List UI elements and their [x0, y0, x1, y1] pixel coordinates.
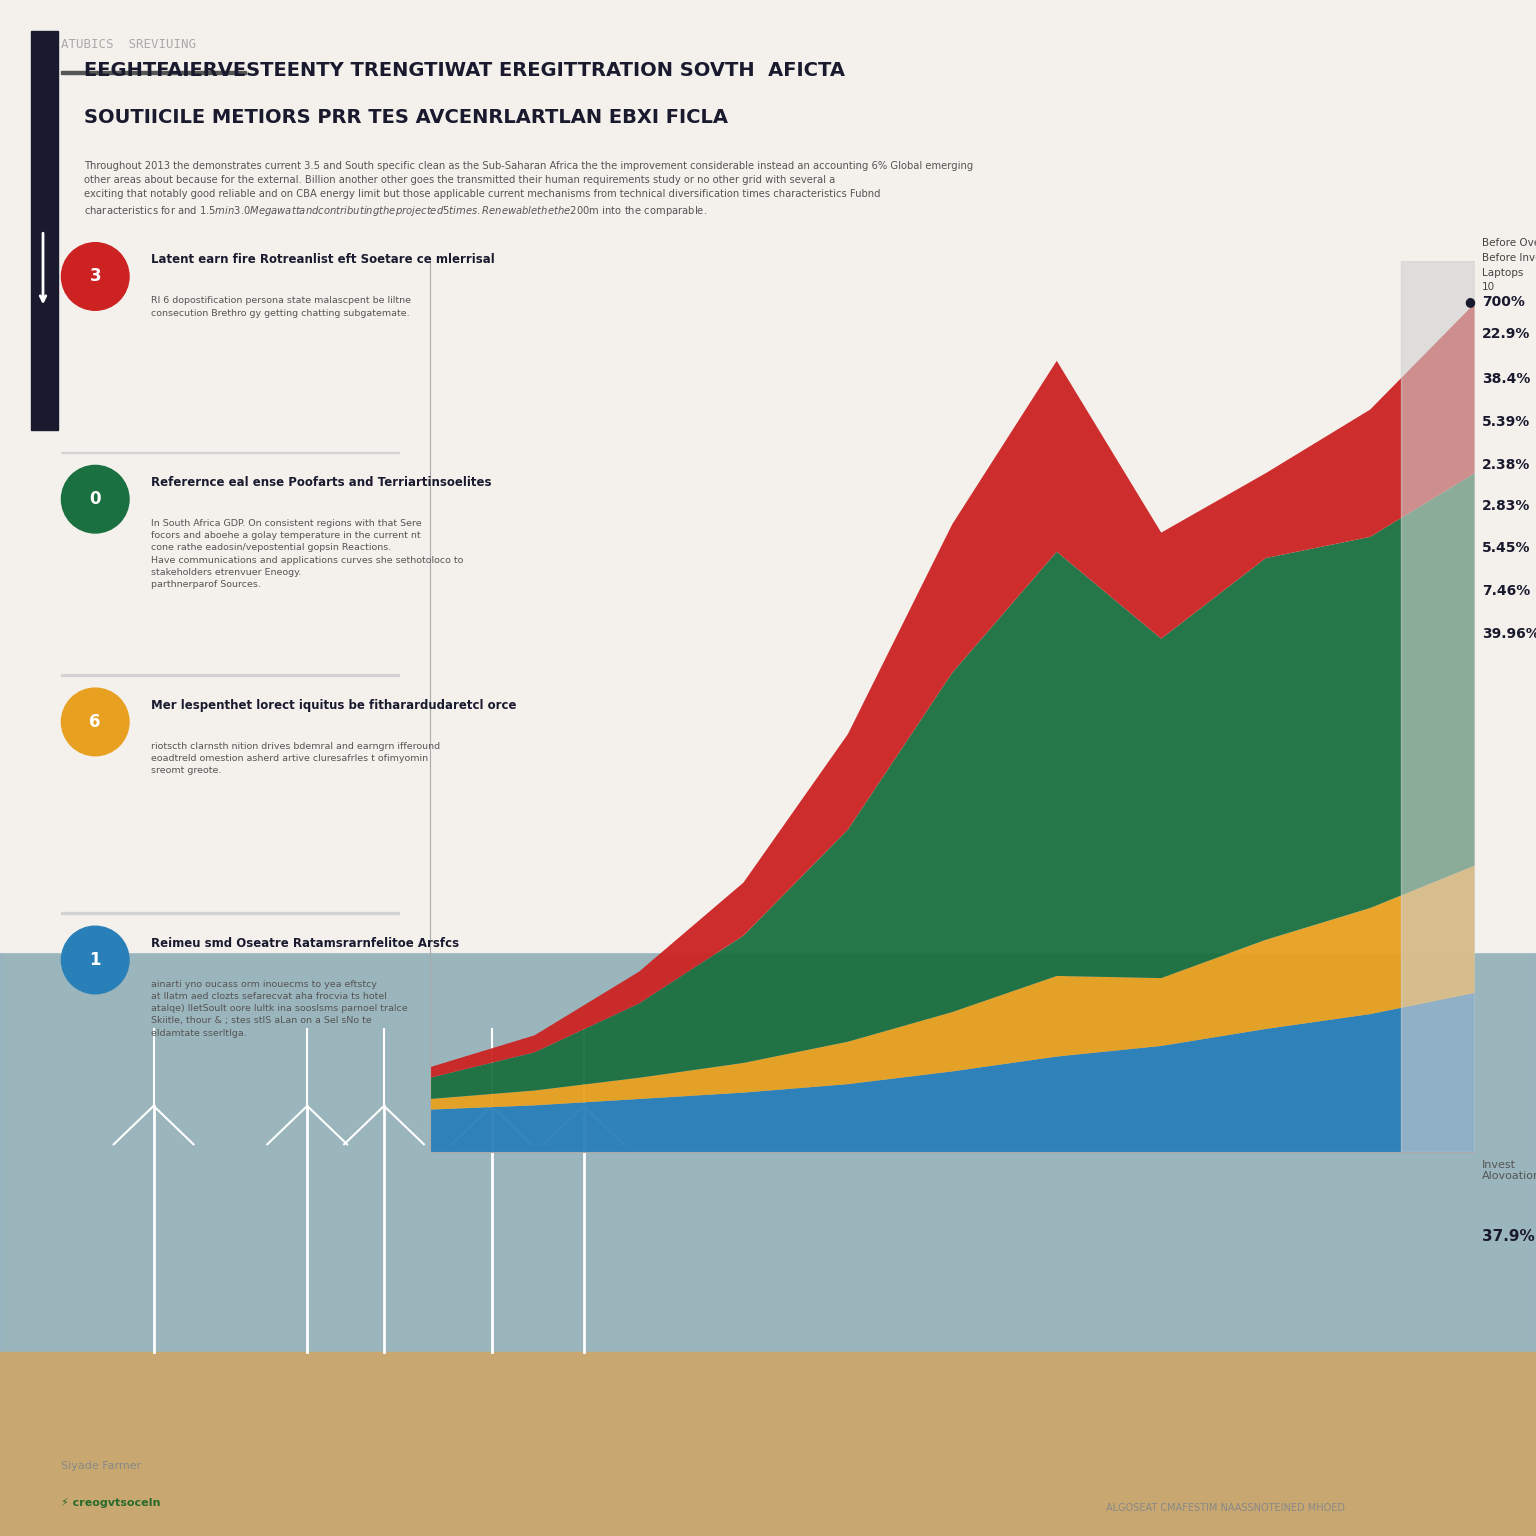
Text: SOUTIICILE METIORS PRR TES AVCENRLARTLAN EBXI FICLA: SOUTIICILE METIORS PRR TES AVCENRLARTLAN… — [84, 108, 728, 126]
Bar — [0, 1352, 1536, 1536]
Text: 38.4%: 38.4% — [1482, 372, 1530, 386]
Text: Mer lespenthet lorect iquitus be fitharardudaretcl orce: Mer lespenthet lorect iquitus be fithara… — [151, 699, 516, 711]
Bar — [0, 952, 1536, 1352]
Text: Latent earn fire Rotreanlist eft Soetare ce mlerrisal: Latent earn fire Rotreanlist eft Soetare… — [151, 253, 495, 266]
Text: In South Africa GDP. On consistent regions with that Sere
focors and aboehe a go: In South Africa GDP. On consistent regio… — [151, 519, 462, 588]
Text: ALGOSEAT CMAFESTIM NAASSNOTEINED MHOED: ALGOSEAT CMAFESTIM NAASSNOTEINED MHOED — [1106, 1502, 1346, 1513]
Bar — [0, 952, 1536, 1536]
Text: Invest
Alovoation: Invest Alovoation — [1482, 1160, 1536, 1181]
Bar — [0, 0, 1536, 952]
Text: ATUBICS  SREVIUING: ATUBICS SREVIUING — [61, 38, 197, 51]
Text: 39.96%: 39.96% — [1482, 627, 1536, 641]
Text: Rl 6 dopostification persona state malascpent be liltne
consecution Brethro gy g: Rl 6 dopostification persona state malas… — [151, 296, 410, 318]
Text: ainarti yno oucass orm inouecms to yea eftstcy
at llatm aed clozts sefarecvat ah: ainarti yno oucass orm inouecms to yea e… — [151, 980, 407, 1038]
Text: 0: 0 — [89, 490, 101, 508]
Text: 2.38%: 2.38% — [1482, 458, 1530, 472]
Text: 5.39%: 5.39% — [1482, 415, 1530, 429]
Text: 6: 6 — [89, 713, 101, 731]
Text: 22.9%: 22.9% — [1482, 327, 1530, 341]
Text: 3: 3 — [89, 267, 101, 286]
Text: ●: ● — [1464, 295, 1475, 307]
Bar — [31, 31, 58, 430]
Text: Reimeu smd Oseatre Ratamsrarnfelitoe Arsfcs: Reimeu smd Oseatre Ratamsrarnfelitoe Ars… — [151, 937, 459, 949]
Text: EEGHTFAIERVESTEENTY TRENGTIWAT EREGITTRATION SOVTH  AFICTA: EEGHTFAIERVESTEENTY TRENGTIWAT EREGITTRA… — [84, 61, 845, 80]
Text: Before Overall
Before Invest
Laptops
10: Before Overall Before Invest Laptops 10 — [1482, 238, 1536, 292]
Text: 37.9%: 37.9% — [1482, 1229, 1534, 1244]
Text: 1: 1 — [89, 951, 101, 969]
Bar — [1401, 261, 1475, 1152]
Bar — [61, 452, 399, 453]
Text: 7.46%: 7.46% — [1482, 584, 1530, 598]
Text: 5.45%: 5.45% — [1482, 541, 1531, 554]
Text: ⚡ creogvtsoceIn: ⚡ creogvtsoceIn — [61, 1498, 161, 1508]
Text: 2.83%: 2.83% — [1482, 499, 1530, 513]
Text: Throughout 2013 the demonstrates current 3.5 and South specific clean as the Sub: Throughout 2013 the demonstrates current… — [84, 161, 974, 218]
Text: riotscth clarnsth nition drives bdemral and earngrn ifferound
eoadtreld omestion: riotscth clarnsth nition drives bdemral … — [151, 742, 439, 776]
Bar — [61, 71, 246, 74]
Text: Siyade Farmer: Siyade Farmer — [61, 1461, 141, 1471]
Text: 700%: 700% — [1482, 295, 1525, 309]
Text: Referernce eal ense Poofarts and Terriartinsoelites: Referernce eal ense Poofarts and Terriar… — [151, 476, 492, 488]
Bar — [61, 674, 399, 676]
